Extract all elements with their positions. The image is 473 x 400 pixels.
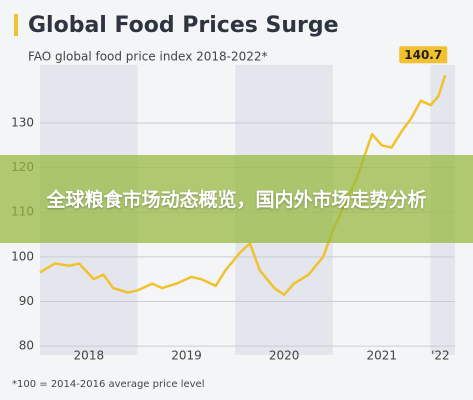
x-tick-label: 2020 — [269, 349, 300, 363]
banner-band — [0, 155, 473, 243]
x-tick-label: 2021 — [366, 349, 397, 363]
chart-subtitle: FAO global food price index 2018-2022* — [28, 50, 268, 64]
banner-box: 全球粮食市场动态概览，国内外市场走势分析 — [46, 189, 427, 211]
line-series — [39, 74, 447, 297]
chart-title: Global Food Prices Surge — [28, 13, 339, 38]
title-accent — [14, 14, 18, 36]
x-tick-label: '22 — [431, 349, 450, 363]
callout-box — [399, 46, 448, 64]
y-tick-label: 80 — [19, 339, 34, 353]
footnote: *100 = 2014-2016 average price level — [12, 379, 204, 390]
x-tick-label: 2019 — [171, 349, 202, 363]
x-tick-label: 2018 — [74, 349, 105, 363]
y-tick-label: 90 — [19, 294, 34, 308]
y-tick-label: 130 — [11, 116, 34, 130]
data-label: 140.7 — [404, 48, 442, 62]
banner-text: 全球粮食市场动态概览，国内外市场走势分析 — [46, 189, 427, 211]
y-tick-label: 100 — [11, 249, 34, 263]
